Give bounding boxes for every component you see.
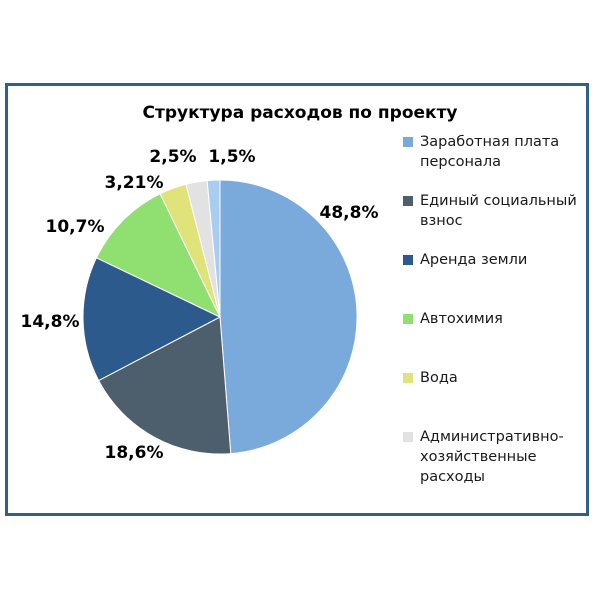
legend-label: Автохимия [420,311,503,327]
pie-slice [95,193,222,319]
data-label: 2,5% [149,147,196,167]
pie-slice [206,179,221,318]
pie-slice [219,179,358,455]
data-label: 48,8% [320,203,379,223]
legend-swatch [403,255,413,265]
legend-swatch [403,196,413,206]
legend-label: Единый социальный взнос [420,193,577,229]
legend-swatch [403,137,413,147]
pie-slice [97,316,232,455]
pie-slices [82,179,358,455]
data-label: 18,6% [105,443,164,463]
legend-swatch [403,314,413,324]
pie-data-labels: 48,8% 18,6% 14,8% 10,7% 3,21% 2,5% 1,5% [21,147,379,463]
legend-label: Вода [420,370,458,386]
legend-label: Аренда земли [420,252,528,268]
pie-slice [82,257,222,382]
data-label: 14,8% [21,312,80,332]
legend-label: Заработная плата персонала [420,134,560,170]
data-label: 3,21% [105,173,164,193]
legend-swatch [403,432,413,442]
chart-title: Структура расходов по проекту [143,103,458,123]
data-label: 1,5% [208,147,255,167]
legend-label: Административно-хозяйственные расходы [420,429,564,485]
data-label: 10,7% [46,217,105,237]
legend-swatch [403,373,413,383]
